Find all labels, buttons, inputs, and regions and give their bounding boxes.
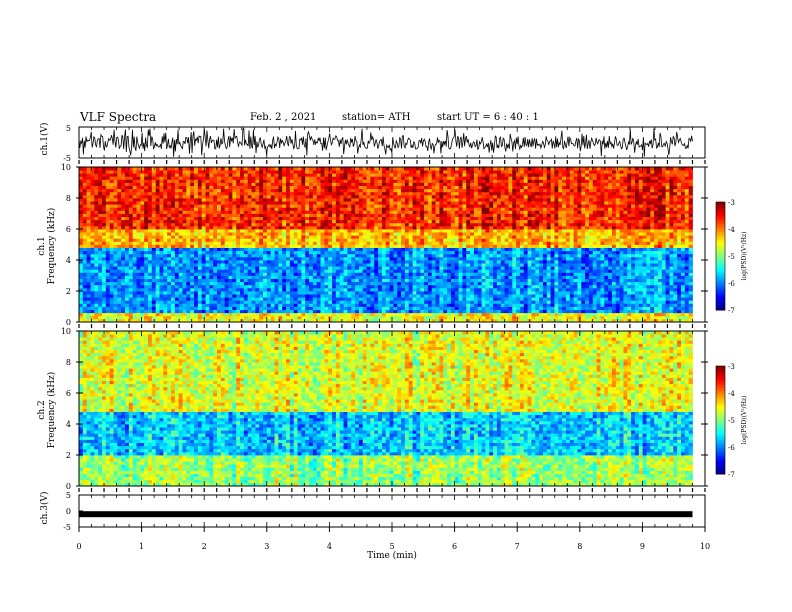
ch2-spectrogram-ytick-label: 4 <box>66 420 71 429</box>
xaxis-tick-label: 7 <box>515 542 520 551</box>
ch1-spectrogram-ytick-label: 6 <box>66 225 71 234</box>
xaxis-tick-label: 9 <box>640 542 645 551</box>
ch1-spectrogram-colorbar-tick: -6 <box>728 280 735 288</box>
ch1-spectrogram-colorbar-tick: -4 <box>728 226 735 234</box>
xaxis-tick-label: 6 <box>452 542 457 551</box>
station-label: station= ATH <box>342 112 411 123</box>
ch1-spectrogram-colorbar <box>716 202 725 311</box>
ch2-spectrogram-ytick-label: 0 <box>66 482 71 491</box>
ch1-waveform-trace <box>78 127 693 157</box>
ch3-waveform-ytick-label: 0 <box>66 507 71 516</box>
ch1-spectrogram-colorbar-frame <box>715 201 726 311</box>
ch1-spectrogram-ytick-label: 8 <box>66 194 71 203</box>
date-label: Feb. 2 , 2021 <box>250 112 317 123</box>
start-time-label: start UT = 6 : 40 : 1 <box>437 112 539 123</box>
xaxis-tick-label: 8 <box>577 542 582 551</box>
ch2-spectrogram-cells <box>79 331 693 487</box>
ch1-spectrogram-ytick-label: 10 <box>61 163 71 172</box>
ch2-spectrogram-colorbar-tick: -7 <box>728 471 735 479</box>
ch2-spectrogram-colorbar-frame <box>715 365 726 475</box>
ch3-waveform-trace <box>79 511 693 518</box>
ch2-spectrogram-ytick-label: 8 <box>66 358 71 367</box>
xaxis-tick-label: 2 <box>202 542 207 551</box>
ch2-spectrogram-ytick-label: 2 <box>66 451 71 460</box>
xaxis-tick-label: 3 <box>264 542 269 551</box>
ch3-waveform-ytick-label: -5 <box>63 523 71 532</box>
xaxis-tick-label: 10 <box>700 542 710 551</box>
ch2-spectrogram-colorbar-label: log(PSD)(V²/Hz) <box>741 396 748 445</box>
ch1-spectrogram-ytick-label: 0 <box>66 318 71 327</box>
ch1-waveform-ytick-label: -5 <box>63 154 71 163</box>
ch2-spectrogram-colorbar-tick: -6 <box>728 444 735 452</box>
ch1-waveform-ytick-label: 5 <box>66 124 71 133</box>
ch1-spectrogram-cells <box>79 167 693 323</box>
xaxis-tick-label: 1 <box>139 542 144 551</box>
ch1-spectrogram-ytick-label: 4 <box>66 256 71 265</box>
ch1-spectrogram-colorbar-tick: -7 <box>728 307 735 315</box>
xaxis-tick-label: 5 <box>389 542 394 551</box>
ch2-spectrogram-colorbar-tick: -4 <box>728 390 735 398</box>
ch2-spectrogram-ytick-label: 10 <box>61 327 71 336</box>
xaxis-tick-label: 0 <box>76 542 81 551</box>
xaxis-tick-label: 4 <box>327 542 332 551</box>
xaxis-label: Time (min) <box>367 550 417 561</box>
ch1-spectrogram-colorbar-label: log(PSD)(V²/Hz) <box>741 232 748 281</box>
chart-title: VLF Spectra <box>80 110 157 124</box>
ch3-waveform-ytick-label: 5 <box>66 491 71 500</box>
ch1-spectrogram-ytick-label: 2 <box>66 287 71 296</box>
ch2-spectrogram-colorbar-tick: -5 <box>728 417 735 425</box>
ch1-spectrogram-colorbar-tick: -5 <box>728 253 735 261</box>
ch2-spectrogram-colorbar <box>716 366 725 475</box>
ch2-spectrogram-ytick-label: 6 <box>66 389 71 398</box>
ch2-spectrogram-colorbar-tick: -3 <box>728 363 735 371</box>
ch1-spectrogram-colorbar-tick: -3 <box>728 199 735 207</box>
